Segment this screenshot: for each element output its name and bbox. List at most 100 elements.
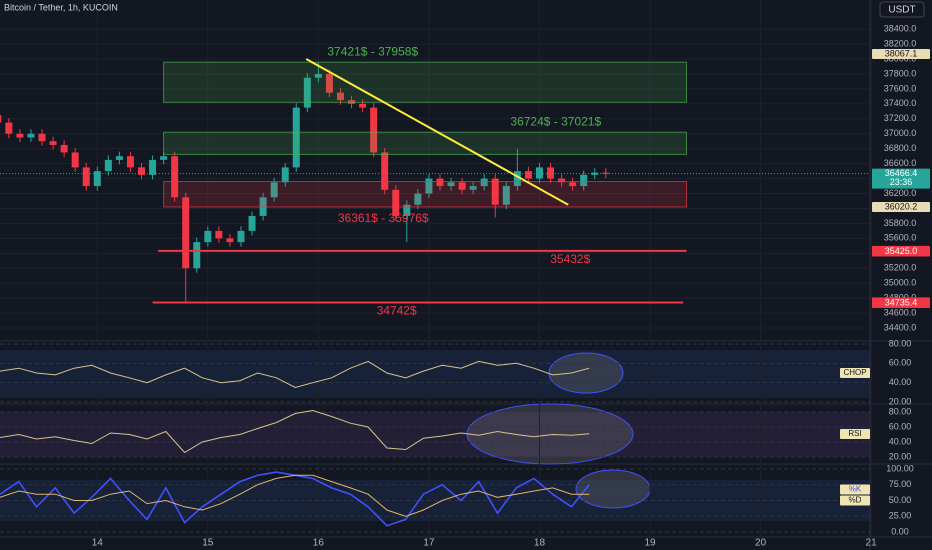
- price-badge-label: 38067.1: [885, 48, 918, 58]
- trend-line: [305, 58, 569, 206]
- y-tick-label: 35600.0: [884, 233, 917, 243]
- y-tick-label: 34400.0: [884, 322, 917, 332]
- candle-body: [314, 73, 322, 78]
- price-badge: [872, 49, 930, 60]
- candle-body: [104, 159, 112, 172]
- y-tick-label: 20.00: [889, 451, 912, 461]
- x-tick-label: 17: [423, 538, 435, 549]
- candle-body: [359, 103, 367, 108]
- candle-body: [602, 172, 610, 174]
- y-tick-label: 0.00: [891, 526, 909, 536]
- candle-body: [38, 133, 46, 142]
- y-tick-label: 20.00: [889, 396, 912, 406]
- candle-body: [171, 156, 179, 198]
- y-tick-label: 25.00: [889, 511, 912, 521]
- y-tick-label: 34600.0: [884, 307, 917, 317]
- candle-body: [336, 92, 344, 101]
- candle-body: [425, 178, 433, 194]
- zone-label: 36361$ - 35976$: [338, 211, 429, 225]
- candle-body: [469, 186, 477, 190]
- candle-body: [71, 152, 79, 168]
- y-tick-label: 37000.0: [884, 128, 917, 138]
- price-badge-time: 23:36: [890, 177, 913, 187]
- y-tick-label: 37600.0: [884, 83, 917, 93]
- y-tick-label: 50.00: [889, 495, 912, 505]
- highlight-ellipse: [548, 352, 624, 394]
- y-tick-label: 60.00: [889, 421, 912, 431]
- candle-body: [524, 171, 532, 179]
- zone-label: 36724$ - 37021$: [510, 114, 601, 128]
- candle-body: [160, 156, 168, 160]
- level-label: 35432$: [550, 252, 590, 266]
- candle-body: [547, 167, 555, 179]
- indicator-line: [0, 474, 590, 517]
- candle-body: [491, 178, 499, 205]
- candle-body: [569, 182, 577, 187]
- indicator-name: RSI: [848, 429, 861, 438]
- candle-body: [403, 204, 411, 216]
- candle-body: [60, 144, 68, 153]
- x-tick-label: 21: [866, 538, 878, 549]
- y-tick-label: 37800.0: [884, 68, 917, 78]
- candle-body: [303, 77, 311, 108]
- candle-body: [49, 141, 57, 145]
- y-tick-label: 80.00: [889, 338, 912, 348]
- candle-body: [182, 197, 190, 269]
- price-zone: [163, 131, 687, 155]
- price-badge: [872, 246, 930, 257]
- price-badge-label: 34735.4: [885, 297, 918, 307]
- y-tick-label: 40.00: [889, 377, 912, 387]
- price-badge-label: 36466.4: [885, 168, 918, 178]
- indicator-line: [0, 409, 590, 454]
- x-tick-label: 15: [202, 538, 214, 549]
- currency-button[interactable]: [879, 1, 925, 18]
- candle-body: [558, 178, 566, 183]
- candle-body: [281, 167, 289, 183]
- candle-body: [93, 171, 101, 187]
- candle-body: [270, 182, 278, 198]
- y-tick-label: 35000.0: [884, 278, 917, 288]
- price-badge: [872, 297, 930, 308]
- candle-body: [204, 230, 212, 243]
- candle-body: [458, 182, 466, 190]
- chart-title: Bitcoin / Tether, 1h, KUCOIN: [4, 2, 118, 12]
- candle-body: [237, 230, 245, 243]
- y-tick-label: 37200.0: [884, 113, 917, 123]
- y-tick-label: 100.00: [886, 463, 914, 473]
- candle-body: [447, 182, 455, 187]
- x-tick-label: 19: [644, 538, 656, 549]
- currency-label[interactable]: USDT: [888, 5, 915, 16]
- y-tick-label: 37400.0: [884, 98, 917, 108]
- x-tick-label: 14: [92, 538, 104, 549]
- indicator-badge: [840, 484, 870, 495]
- price-badge-label: 35425.0: [885, 246, 918, 256]
- chop-band: [0, 350, 870, 398]
- candle-body: [215, 230, 223, 239]
- candle-body: [392, 189, 400, 216]
- x-tick-label: 16: [313, 538, 325, 549]
- candle-body: [16, 133, 24, 138]
- indicator-name: CHOP: [843, 368, 866, 377]
- y-tick-label: 40.00: [889, 436, 912, 446]
- price-badge-label: 36020.2: [885, 201, 918, 211]
- candle-body: [580, 174, 588, 187]
- x-tick-label: 18: [534, 538, 546, 549]
- price-badge: [872, 168, 930, 189]
- indicator-badge: [840, 368, 870, 378]
- y-tick-label: 36600.0: [884, 158, 917, 168]
- candle-body: [0, 115, 2, 123]
- indicator-badge: [840, 429, 870, 439]
- candle-body: [414, 193, 422, 205]
- candle-body: [325, 73, 333, 93]
- x-tick-label: 20: [755, 538, 767, 549]
- candle-body: [27, 133, 35, 138]
- candle-body: [535, 167, 543, 179]
- price-badge: [872, 201, 930, 212]
- highlight-ellipse: [466, 403, 634, 465]
- candle-body: [5, 122, 13, 134]
- y-tick-label: 36800.0: [884, 143, 917, 153]
- candle-body: [226, 238, 234, 243]
- candle-body: [115, 156, 123, 160]
